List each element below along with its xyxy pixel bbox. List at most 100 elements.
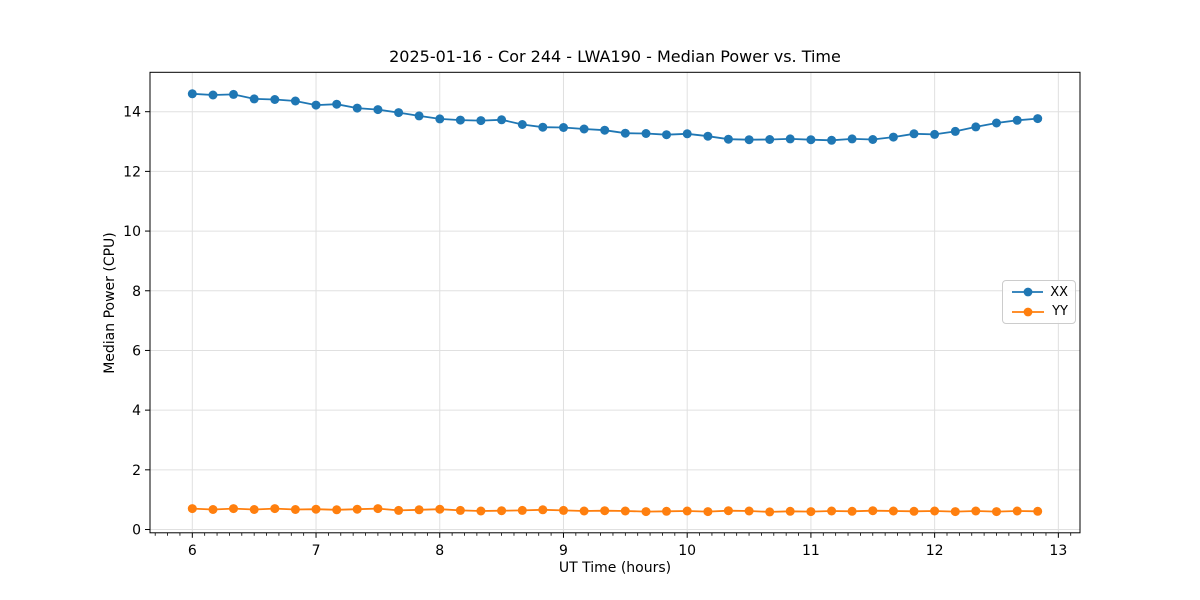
x-tick-label: 13: [1049, 543, 1067, 559]
series-yy-point: [888, 506, 898, 516]
series-xx-point: [414, 111, 424, 121]
series-xx-point: [538, 122, 548, 132]
series-yy-point: [187, 504, 197, 514]
series-yy-point: [559, 505, 568, 515]
series-xx-point: [909, 129, 919, 139]
series-xx-point: [373, 105, 383, 115]
series-yy-point: [847, 506, 857, 516]
series-xx-point: [187, 89, 197, 99]
series-yy-point: [455, 505, 465, 515]
series-yy-point: [950, 507, 960, 517]
x-tick-label: 10: [678, 543, 696, 559]
series-xx-point: [497, 115, 507, 125]
series-yy-point: [930, 506, 940, 516]
x-tick-label: 11: [802, 543, 820, 559]
x-tick-label: 9: [559, 543, 568, 559]
series-xx-point: [723, 134, 733, 144]
y-tick-label: 0: [132, 523, 141, 539]
series-yy-point: [373, 504, 383, 514]
series-xx-point: [744, 135, 754, 145]
series-yy-point: [827, 506, 837, 516]
series-yy-point: [517, 505, 527, 515]
series-xx-point: [682, 129, 692, 139]
series-xx-point: [888, 132, 898, 142]
y-axis-label: Median Power (CPU): [102, 232, 118, 374]
y-tick-label: 10: [123, 224, 141, 240]
series-yy-point: [538, 505, 548, 515]
x-tick-label: 8: [435, 543, 444, 559]
series-yy-point: [332, 505, 342, 515]
series-xx-point: [559, 123, 568, 132]
series-xx-point: [641, 129, 651, 138]
series-xx-point: [662, 130, 671, 140]
series-xx-point: [517, 120, 527, 129]
series-yy-point: [290, 505, 300, 514]
series-yy-point: [723, 506, 733, 516]
chart-title: 2025-01-16 - Cor 244 - LWA190 - Median P…: [389, 47, 841, 66]
series-yy-point: [682, 506, 692, 516]
series-yy-point: [579, 506, 589, 516]
y-tick-label: 8: [132, 284, 141, 300]
series-xx-point: [249, 94, 259, 104]
series-xx-point: [229, 89, 238, 99]
x-axis-label: UT Time (hours): [558, 560, 672, 576]
series-yy-point: [352, 504, 362, 514]
series-yy-point: [435, 504, 445, 514]
series-xx-point: [435, 114, 445, 124]
series-yy-point: [744, 506, 754, 516]
series-yy-point: [208, 505, 218, 514]
series-xx-point: [208, 90, 218, 100]
series-yy-point: [785, 506, 795, 516]
series-yy-point: [476, 506, 486, 516]
series-xx-point: [620, 128, 630, 138]
series-xx-point: [785, 134, 795, 144]
series-xx-point: [1033, 114, 1043, 124]
series-xx-point: [1012, 115, 1022, 125]
series-xx-point: [311, 100, 321, 110]
series-xx-point: [930, 129, 940, 139]
series-yy-point: [703, 507, 713, 517]
series-yy-point: [662, 506, 671, 516]
series-yy-point: [1012, 506, 1022, 516]
y-tick-label: 12: [123, 164, 141, 180]
y-tick-label: 2: [132, 463, 141, 479]
legend-xx-line-icon: [1012, 287, 1044, 297]
series-yy-point: [992, 507, 1001, 517]
y-tick-label: 14: [123, 105, 141, 121]
y-tick-label: 4: [132, 403, 141, 419]
legend: XX YY: [1002, 280, 1076, 324]
legend-label-xx: XX: [1050, 284, 1068, 300]
series-yy-point: [311, 504, 321, 514]
series-yy-point: [620, 506, 630, 516]
series-yy-point: [868, 506, 878, 516]
series-yy-point: [765, 507, 775, 517]
series-xx-point: [992, 118, 1001, 128]
series-yy-point: [641, 507, 651, 517]
legend-item-yy: YY: [1010, 303, 1068, 321]
series-yy-point: [806, 507, 816, 517]
series-xx-point: [950, 126, 960, 136]
series-xx-point: [352, 103, 362, 113]
series-yy-point: [394, 505, 404, 515]
series-xx-point: [806, 135, 816, 145]
series-yy-point: [600, 506, 610, 516]
series-yy-point: [270, 504, 280, 514]
series-xx-point: [394, 108, 404, 118]
series-xx-point: [703, 131, 713, 141]
series-yy-point: [229, 504, 238, 514]
series-xx-point: [332, 99, 342, 109]
series-yy-point: [249, 505, 259, 514]
legend-item-xx: XX: [1010, 283, 1068, 301]
series-xx-point: [476, 116, 486, 126]
x-tick-label: 12: [926, 543, 944, 559]
legend-label-yy: YY: [1052, 304, 1068, 320]
series-yy-point: [414, 505, 424, 515]
series-xx-point: [971, 122, 981, 132]
series-xx-point: [270, 95, 280, 104]
series-xx-point: [868, 135, 878, 144]
legend-yy-line-icon: [1012, 307, 1044, 317]
series-yy-point: [1033, 506, 1043, 516]
series-xx-point: [600, 125, 610, 135]
